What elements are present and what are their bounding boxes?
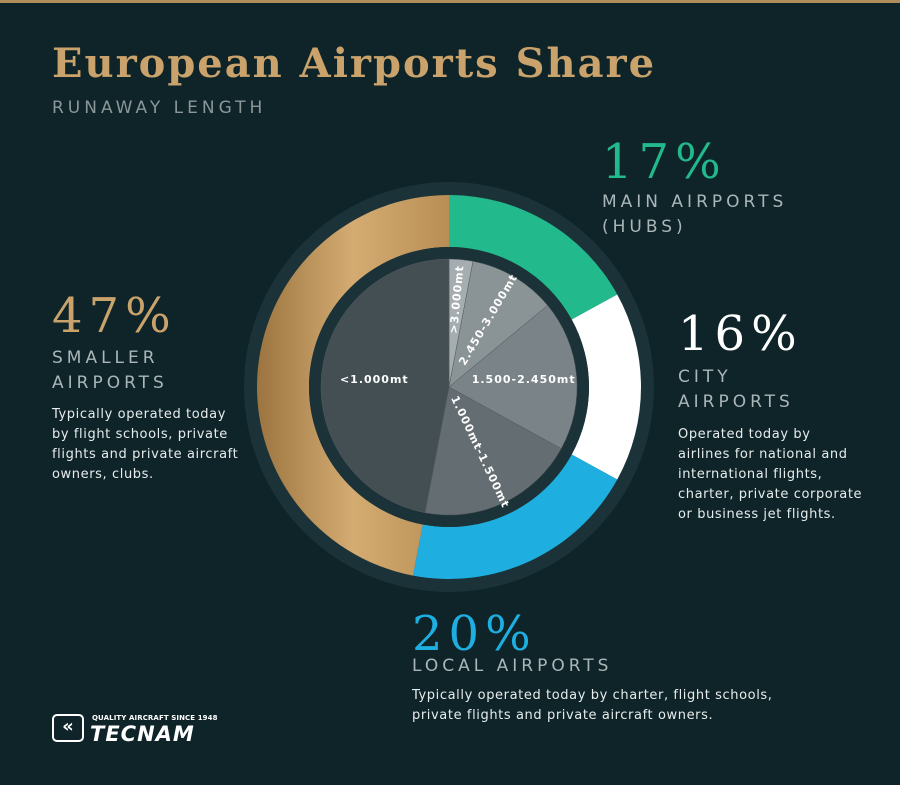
- smaller-desc-line: Typically operated today: [52, 407, 226, 422]
- ring-segment-local-airports: [413, 454, 618, 579]
- pie-label-1-000mt: <1.000mt: [340, 373, 409, 386]
- hubs-category-line2: (HUBS): [602, 217, 687, 237]
- smaller-category-line1: SMALLER: [52, 348, 159, 368]
- ring-segment-smaller-airports: [256, 195, 449, 576]
- city-category-line2: AIRPORTS: [678, 392, 794, 412]
- hubs-category: MAIN AIRPORTS (HUBS): [602, 190, 787, 240]
- smaller-category-line2: AIRPORTS: [52, 373, 168, 393]
- city-desc-line: international flights,: [678, 467, 823, 482]
- local-desc-line: Typically operated today by charter, fli…: [412, 688, 773, 703]
- city-category: CITY AIRPORTS: [678, 365, 794, 415]
- city-desc-line: charter, private corporate: [678, 487, 863, 502]
- local-description: Typically operated today by charter, fli…: [412, 686, 832, 726]
- pie-slice-1-500-2-450mt: [448, 305, 578, 450]
- page-subtitle: RUNAWAY LENGTH: [52, 98, 267, 118]
- smaller-desc-line: owners, clubs.: [52, 467, 154, 482]
- city-category-line1: CITY: [678, 367, 732, 387]
- hubs-percent: 17%: [602, 134, 727, 190]
- smaller-desc-line: flights and private aircraft: [52, 447, 239, 462]
- pie-slice-1-000mt-1-500mt: [424, 386, 562, 516]
- smaller-desc-line: by flight schools, private: [52, 427, 228, 442]
- double-chevron-icon: «: [52, 714, 84, 742]
- city-desc-line: Operated today by: [678, 427, 811, 442]
- city-description: Operated today by airlines for national …: [678, 425, 878, 525]
- ring-segment-city-airports: [571, 294, 641, 480]
- smaller-category: SMALLER AIRPORTS: [52, 346, 168, 396]
- pie-label-3-000mt: >3.000mt: [447, 265, 466, 335]
- top-accent-line: [0, 0, 900, 3]
- pie-label-1-500-2-450mt: 1.500-2.450mt: [472, 373, 576, 386]
- pie-slice-1-000mt: [320, 258, 450, 514]
- smaller-percent: 47%: [52, 288, 177, 344]
- logo-tagline: QUALITY AIRCRAFT SINCE 1948: [92, 714, 218, 722]
- local-percent: 20%: [412, 606, 537, 662]
- page-title: European Airports Share: [52, 40, 657, 87]
- local-desc-line: private flights and private aircraft own…: [412, 708, 714, 723]
- pie-slice-2-450-3-000mt: [448, 260, 548, 388]
- hubs-category-line1: MAIN AIRPORTS: [602, 192, 788, 212]
- city-desc-line: airlines for national and: [678, 447, 848, 462]
- city-percent: 16%: [678, 306, 803, 362]
- ring-segment-main-airports-hubs: [449, 195, 618, 320]
- local-category: LOCAL AIRPORTS: [412, 656, 613, 676]
- logo-name: TECNAM: [90, 722, 195, 746]
- city-desc-line: or business jet flights.: [678, 507, 836, 522]
- smaller-description: Typically operated today by flight schoo…: [52, 405, 252, 485]
